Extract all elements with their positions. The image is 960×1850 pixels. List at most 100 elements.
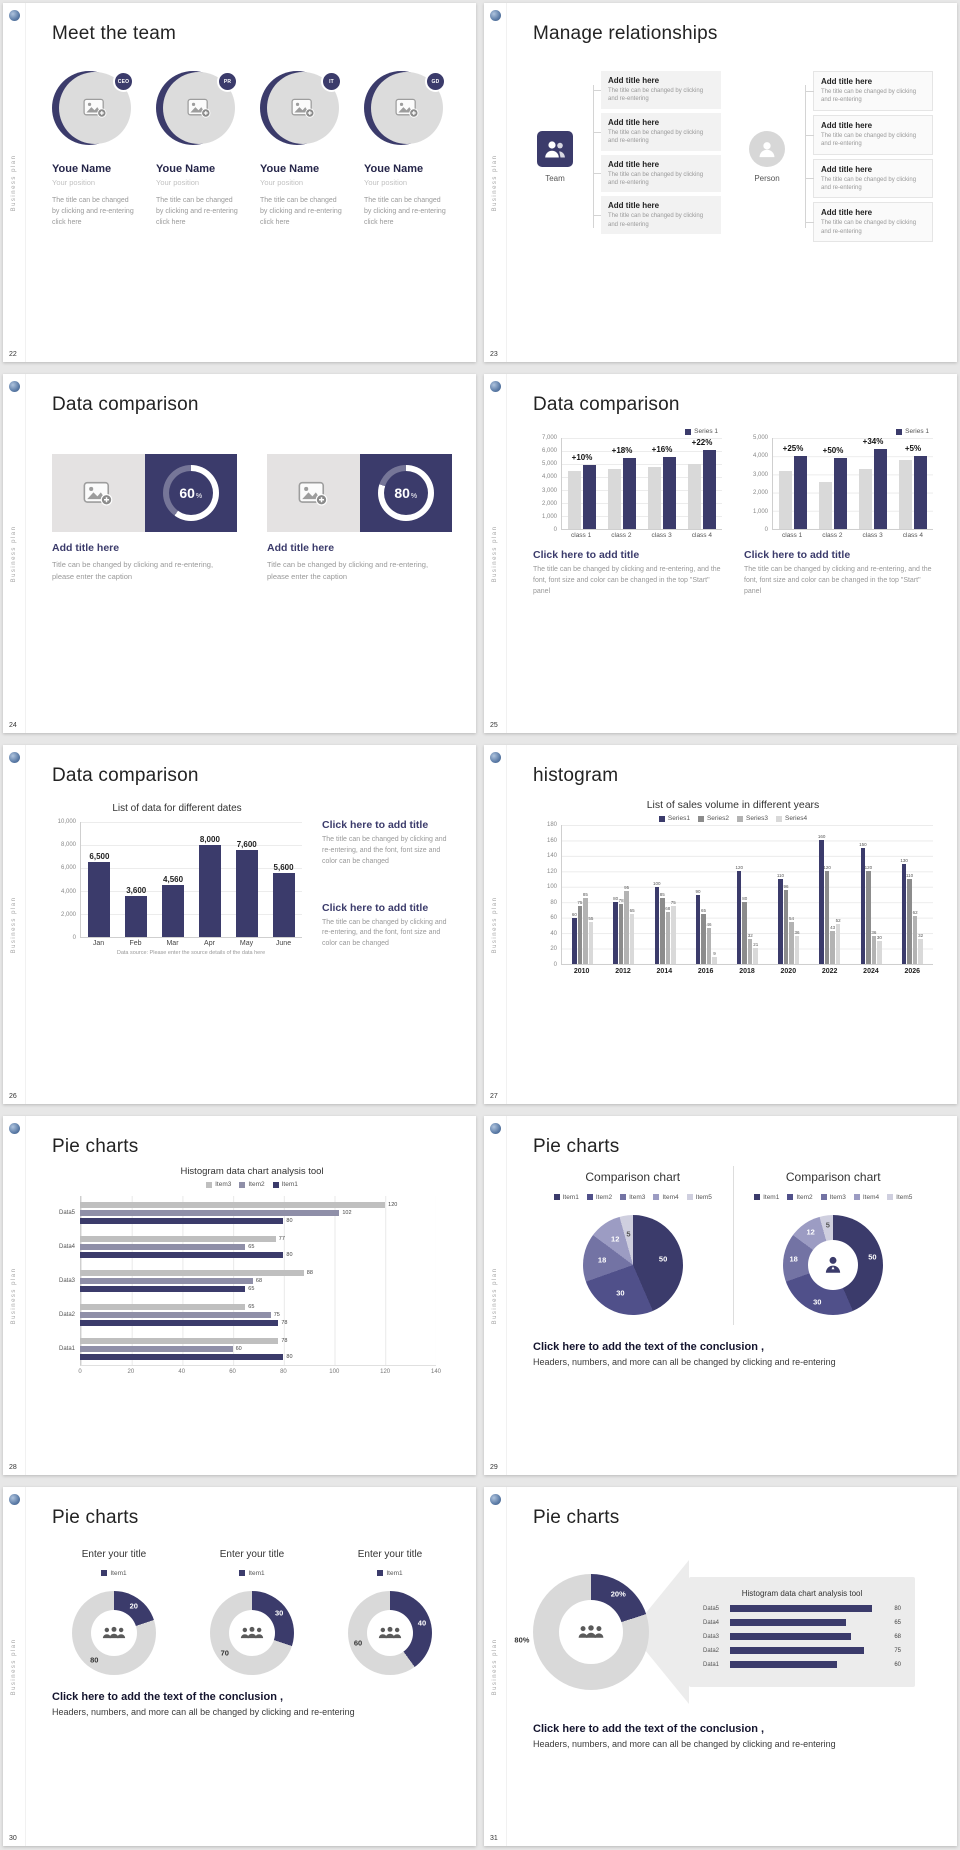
y-axis-labels: 180 160 140 120 100 80 60 40 20 0: [533, 822, 561, 968]
column-chart: Series 1 7,000 6,000 5,000 4,000 3,000 2,000 1,…: [533, 428, 722, 539]
slide-28-pie-charts[interactable]: Business plan 28 Pie charts Histogram da…: [3, 1116, 476, 1475]
x-tick-label: 100: [329, 1369, 340, 1375]
bar-set: 120 102 80: [80, 1196, 436, 1230]
bar: 36: [871, 930, 876, 964]
team-member-card[interactable]: IT Youe Name Your position The title can…: [260, 71, 348, 229]
bar-value: 80: [742, 896, 748, 902]
y-axis-labels: 5,000 4,000 3,000 2,000 1,000 0: [744, 435, 772, 533]
vertical-label: Business plan: [492, 896, 498, 953]
relationship-box[interactable]: Add title here The title can be changed …: [806, 71, 933, 111]
role-badge: GD: [425, 71, 446, 92]
bar-line: 78: [80, 1337, 436, 1345]
slide-29-pie-charts[interactable]: Business plan 29 Pie charts Comparison c…: [484, 1116, 957, 1475]
bar-group: +34%: [853, 437, 893, 529]
image-placeholder-icon: [83, 98, 107, 118]
slide-26-data-comparison[interactable]: Business plan 26 Data comparison List of…: [3, 745, 476, 1104]
bar-group: 80 78 95 65: [603, 825, 644, 964]
comparison-blocks: 60% Add title here Title can be changed …: [52, 454, 452, 582]
relationship-box[interactable]: Add title here The title can be changed …: [593, 112, 721, 151]
bar: [80, 1236, 276, 1242]
x-tick-label: 2010: [573, 968, 590, 975]
bar-value: 95: [624, 884, 630, 890]
chart-legend: Item1 Item2 Item3 Item4 Item5: [533, 1187, 733, 1205]
logo-icon: [8, 381, 20, 392]
bar: [730, 1605, 873, 1612]
bar-row: Data2 75: [703, 1647, 901, 1654]
bar-line: 60: [80, 1345, 436, 1353]
slide-27-histogram[interactable]: Business plan 27 histogram List of sales…: [484, 745, 957, 1104]
relationship-box[interactable]: Add title here The title can be changed …: [806, 158, 933, 199]
people-group-icon: [101, 1625, 128, 1641]
slide-25-data-comparison[interactable]: Business plan 25 Data comparison Series …: [484, 374, 957, 733]
bar-group: 3,600: [118, 822, 155, 937]
slide-31-pie-charts[interactable]: Business plan 31 Pie charts 20% 80% Histo…: [484, 1487, 957, 1846]
bar: [819, 481, 832, 529]
slide-23-manage-relationships[interactable]: Business plan 23 Manage relationships Te…: [484, 3, 957, 362]
column-chart: Series 1 5,000 4,000 3,000 2,000 1,000 0 +25% +5…: [744, 428, 933, 539]
team-member-card[interactable]: CEO Youe Name Your position The title ca…: [52, 71, 140, 229]
slide-30-pie-charts[interactable]: Business plan 30 Pie charts Enter your t…: [3, 1487, 476, 1846]
team-member-card[interactable]: GD Youe Name Your position The title can…: [364, 71, 452, 229]
pie-panel: Comparison chart Item1 Item2 Item3 Item4 Ite…: [533, 1166, 734, 1325]
logo-icon: [8, 1494, 20, 1505]
member-description: The title can be changed by clicking and…: [260, 197, 342, 227]
comparison-block: 80% Add title here Title can be changed …: [267, 454, 452, 582]
bar-value: 36: [794, 930, 800, 936]
bar: 32: [748, 933, 753, 964]
y-tick-label: 1,000: [752, 508, 768, 515]
conclusion-title: Click here to add the text of the conclu…: [533, 1723, 765, 1735]
bar-value: 150: [859, 842, 867, 848]
plot-area: 6,500 3,600 4,560 8,000 7,600 5,600: [80, 822, 302, 938]
cta-block: Click here to add title The title can be…: [322, 892, 452, 951]
x-tick-label: May: [239, 940, 254, 947]
relationship-box[interactable]: Add title here The title can be changed …: [806, 114, 933, 155]
chart-body: 180 160 140 120 100 80 60 40 20 0 60 75 85 55 80 78 95 65…: [533, 822, 933, 968]
logo-icon: [8, 10, 20, 21]
bar-value: 8,000: [199, 835, 220, 844]
y-tick-label: 3,000: [541, 487, 557, 494]
bar-group: +16%: [642, 438, 682, 529]
relationship-box[interactable]: Add title here The title can be changed …: [806, 202, 933, 243]
slide-22-meet-the-team[interactable]: Business plan 22 Meet the team CEO Youe …: [3, 3, 476, 362]
relationship-box[interactable]: Add title here The title can be changed …: [593, 196, 721, 235]
bar-value: 65: [248, 1286, 255, 1292]
slide-24-data-comparison[interactable]: Business plan 24 Data comparison 60%: [3, 374, 476, 733]
bar-set: 77 65 80: [80, 1230, 436, 1264]
plot-area: +25% +50% +34% +5%: [772, 437, 933, 530]
team-icon: [537, 130, 573, 167]
x-tick-label: Jan: [92, 940, 105, 947]
x-tick-label: 2020: [780, 968, 797, 975]
bar-value: 75: [894, 1647, 901, 1654]
donut-chart: 50 30 18 12 5: [783, 1215, 884, 1315]
conclusion-text: Headers, numbers, and more can all be ch…: [533, 1739, 836, 1749]
block-title: Add title here: [52, 542, 120, 554]
image-placeholder-icon: [187, 98, 211, 118]
slide-content: Meet the team CEO Youe Name Your positio…: [26, 3, 476, 362]
box-title: Add title here: [821, 120, 873, 130]
bar-track: [730, 1619, 890, 1626]
relationship-box[interactable]: Add title here The title can be changed …: [593, 71, 721, 109]
chart-and-text: List of data for different dates 10,000 8,…: [52, 803, 452, 956]
slide-rail: Business plan: [484, 3, 507, 362]
percent-gauge: 60%: [162, 465, 219, 521]
bar-value: 78: [618, 897, 624, 903]
y-axis-labels: 7,000 6,000 5,000 4,000 3,000 2,000 1,000 0: [533, 435, 561, 533]
relationship-box[interactable]: Add title here The title can be changed …: [593, 154, 721, 193]
team-label: Team: [545, 173, 565, 183]
slice-label: 20: [129, 1601, 138, 1611]
bar-group: +50%: [813, 438, 853, 529]
member-name: Youe Name: [364, 163, 424, 175]
slide-content: Data comparison Series 1 7,000 6,000 5,000 4…: [507, 374, 957, 733]
role-badge: IT: [321, 71, 342, 92]
team-member-card[interactable]: PR Youe Name Your position The title can…: [156, 71, 244, 229]
y-tick-label: 0: [553, 962, 557, 968]
box-title: Add title here: [821, 77, 873, 86]
bar: 9: [712, 951, 717, 964]
y-tick-label: 2,000: [541, 500, 557, 507]
logo-icon: [489, 1494, 501, 1505]
panel-title: Enter your title: [357, 1549, 423, 1560]
y-tick-label: 0: [72, 935, 76, 941]
category-label: Data2: [703, 1647, 720, 1654]
bar: 7,600: [235, 840, 258, 937]
y-tick-label: 6,000: [60, 865, 76, 872]
